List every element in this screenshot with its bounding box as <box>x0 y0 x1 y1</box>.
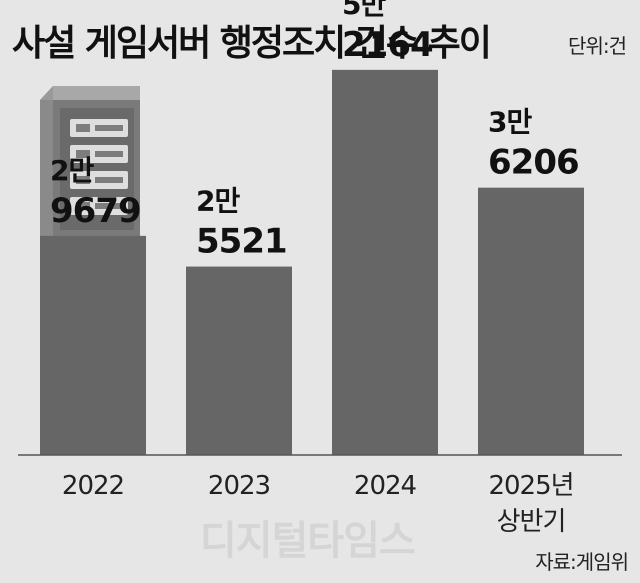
value-label-top-2: 5만 <box>342 0 386 21</box>
unit-label: 단위:건 <box>568 34 627 58</box>
category-label-3: 2025년 <box>488 471 573 501</box>
bar-3 <box>478 187 584 456</box>
value-label-top-0: 2만 <box>50 154 94 187</box>
chart-title: 사설 게임서버 행정조치 건수 추이 <box>12 23 492 64</box>
category-label-0: 2022 <box>62 471 124 501</box>
bar-1 <box>186 266 292 455</box>
server-rack-icon <box>40 86 140 240</box>
category-label-2: 2024 <box>354 471 417 501</box>
value-label-top-3: 3만 <box>488 106 532 139</box>
value-label-1: 5521 <box>196 222 287 262</box>
value-label-0: 9679 <box>50 191 141 231</box>
source-label: 자료:게임위 <box>535 550 629 574</box>
category-label-1: 2023 <box>208 471 270 501</box>
value-label-3: 6206 <box>488 143 579 183</box>
bar-0 <box>40 235 146 455</box>
bars-group: 2만 9679 2022 2만 5521 2023 5만 2164 2024 3만 6206 2025… <box>40 0 584 537</box>
watermark: 디지털타임스 <box>200 518 416 564</box>
bar-2 <box>332 69 438 455</box>
category-label-3-line2: 상반기 <box>497 507 566 537</box>
value-label-top-1: 2만 <box>196 185 240 218</box>
value-label-2: 2164 <box>342 25 433 65</box>
